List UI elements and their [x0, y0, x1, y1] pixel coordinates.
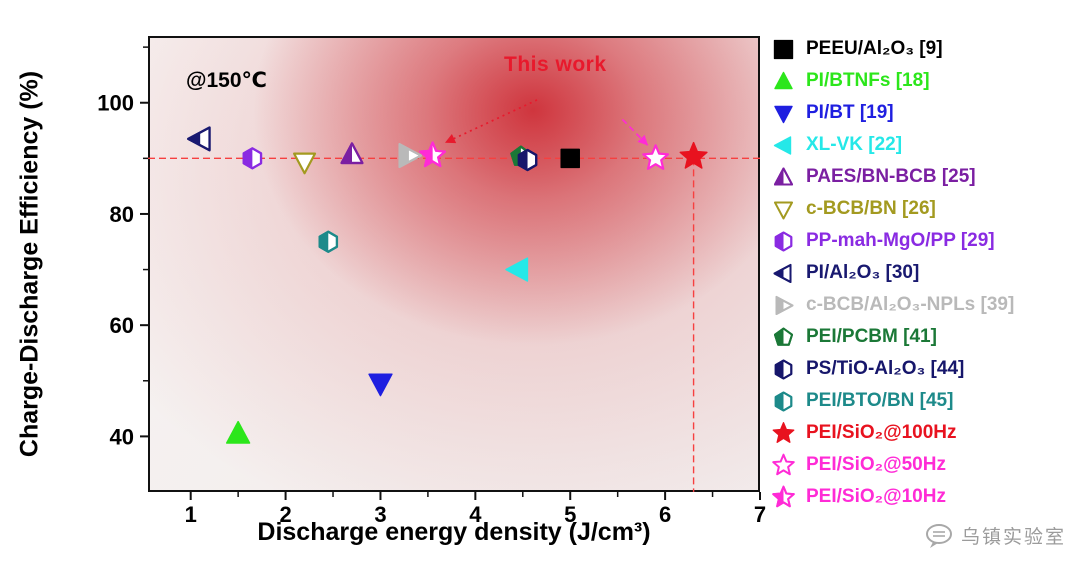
- legend-label: PEI/SiO₂@10Hz: [806, 486, 946, 507]
- legend-label: PS/TiO-Al₂O₃ [44]: [806, 358, 965, 379]
- legend-item: PEI/SiO₂@10Hz: [770, 481, 1014, 513]
- data-point: [774, 105, 793, 123]
- legend-marker-icon: [774, 71, 793, 89]
- legend-label: c-BCB/BN [26]: [806, 198, 936, 219]
- y-tick-label: 60: [110, 313, 134, 338]
- legend-item: PEI/BTO/BN [45]: [770, 385, 1014, 417]
- data-point: [772, 485, 795, 507]
- legend-item: c-BCB/Al₂O₃-NPLs [39]: [770, 289, 1014, 321]
- legend-item: c-BCB/BN [26]: [770, 193, 1014, 225]
- data-point: [772, 453, 795, 475]
- legend-label: PI/BTNFs [18]: [806, 70, 930, 91]
- legend-marker-icon: [772, 421, 795, 443]
- legend-label: XL-VK [22]: [806, 134, 903, 155]
- legend: PEEU/Al₂O₃ [9] PI/BTNFs [18] PI/BT [19] XL-…: [770, 33, 1014, 513]
- data-point: [773, 263, 792, 283]
- legend-item: PEEU/Al₂O₃ [9]: [770, 33, 1014, 65]
- legend-marker-icon: [773, 200, 794, 219]
- legend-label: PEI/BTO/BN [45]: [806, 390, 954, 411]
- this-work-annotation: This work: [504, 53, 607, 76]
- legend-marker-icon: [773, 167, 794, 186]
- legend-label: PEEU/Al₂O₃ [9]: [806, 38, 943, 59]
- legend-item: PEI/PCBM [41]: [770, 321, 1014, 353]
- legend-marker-icon: [773, 263, 792, 283]
- legend-marker-icon: [775, 295, 794, 315]
- watermark: 乌镇实验室: [924, 522, 1066, 549]
- legend-label: PEI/SiO₂@50Hz: [806, 454, 946, 475]
- data-point: [774, 231, 793, 251]
- legend-item: XL-VK [22]: [770, 129, 1014, 161]
- legend-item: PI/BT [19]: [770, 97, 1014, 129]
- data-point: [774, 359, 793, 379]
- legend-item: PI/BTNFs [18]: [770, 65, 1014, 97]
- legend-label: PEI/SiO₂@100Hz: [806, 422, 957, 443]
- legend-item: PEI/SiO₂@100Hz: [770, 417, 1014, 449]
- data-point: [773, 200, 794, 219]
- data-point: [772, 421, 795, 443]
- legend-marker-icon: [774, 105, 793, 123]
- data-point: [773, 135, 792, 155]
- legend-item: PAES/BN-BCB [25]: [770, 161, 1014, 193]
- legend-marker-icon: [773, 39, 794, 59]
- data-point: [773, 39, 794, 59]
- y-tick-label: 100: [97, 91, 134, 116]
- y-tick-label: 40: [110, 424, 134, 449]
- y-axis-title: Charge-Discharge Efficiency (%): [15, 70, 44, 458]
- legend-marker-icon: [774, 359, 793, 379]
- legend-marker-icon: [772, 485, 795, 507]
- legend-marker-icon: [774, 231, 793, 251]
- legend-item: PS/TiO-Al₂O₃ [44]: [770, 353, 1014, 385]
- legend-label: PI/Al₂O₃ [30]: [806, 262, 920, 283]
- wuzhen-lab-logo: [925, 523, 952, 548]
- legend-marker-icon: [772, 453, 795, 475]
- legend-label: PP-mah-MgO/PP [29]: [806, 230, 995, 251]
- legend-label: c-BCB/Al₂O₃-NPLs [39]: [806, 294, 1015, 315]
- legend-label: PAES/BN-BCB [25]: [806, 166, 976, 187]
- legend-label: PI/BT [19]: [806, 102, 894, 123]
- legend-marker-icon: [773, 135, 792, 155]
- y-tick-label: 80: [110, 202, 134, 227]
- legend-marker-icon: [773, 327, 794, 346]
- legend-item: PEI/SiO₂@50Hz: [770, 449, 1014, 481]
- watermark-text: 乌镇实验室: [960, 527, 1066, 548]
- data-point: [773, 167, 794, 186]
- plot-area: [148, 36, 760, 492]
- legend-label: PEI/PCBM [41]: [806, 326, 937, 347]
- data-point: [774, 71, 793, 89]
- legend-item: PP-mah-MgO/PP [29]: [770, 225, 1014, 257]
- data-point: [774, 391, 793, 411]
- data-point: [775, 295, 794, 315]
- temperature-annotation: @150℃: [186, 69, 267, 92]
- x-axis-title: Discharge energy density (J/cm³): [257, 518, 651, 546]
- data-point: [773, 327, 794, 346]
- legend-item: PI/Al₂O₃ [30]: [770, 257, 1014, 289]
- legend-marker-icon: [774, 391, 793, 411]
